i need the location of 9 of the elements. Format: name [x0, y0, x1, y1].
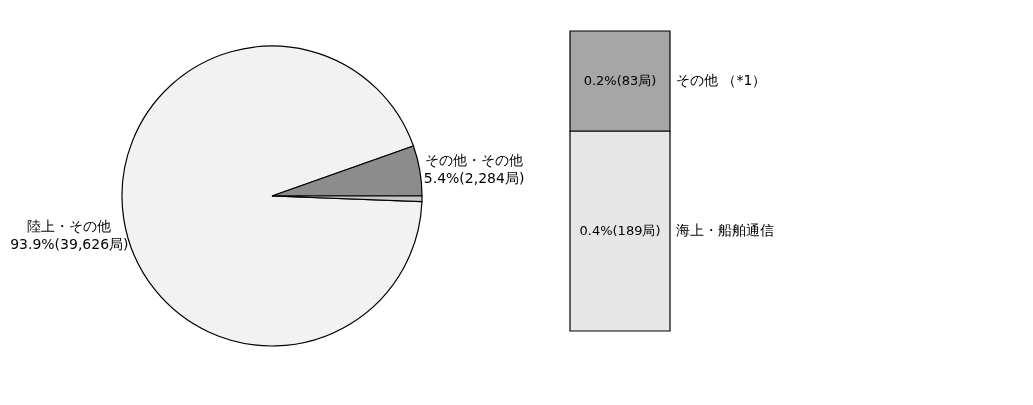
pie-slice: [121, 45, 423, 347]
data-label: 0.4%(189局): [579, 223, 661, 238]
data-label: 93.9%(39,626局): [10, 235, 129, 252]
series-label: 海上・船舶通信: [676, 222, 774, 238]
series-label: その他 （*1）: [676, 72, 767, 88]
slice-label: その他・その他: [425, 152, 524, 169]
data-label: 0.2%(83局): [583, 73, 657, 88]
data-label: 5.4%(2,284局): [423, 170, 525, 187]
slice-label: 陸上・その他: [27, 217, 112, 234]
